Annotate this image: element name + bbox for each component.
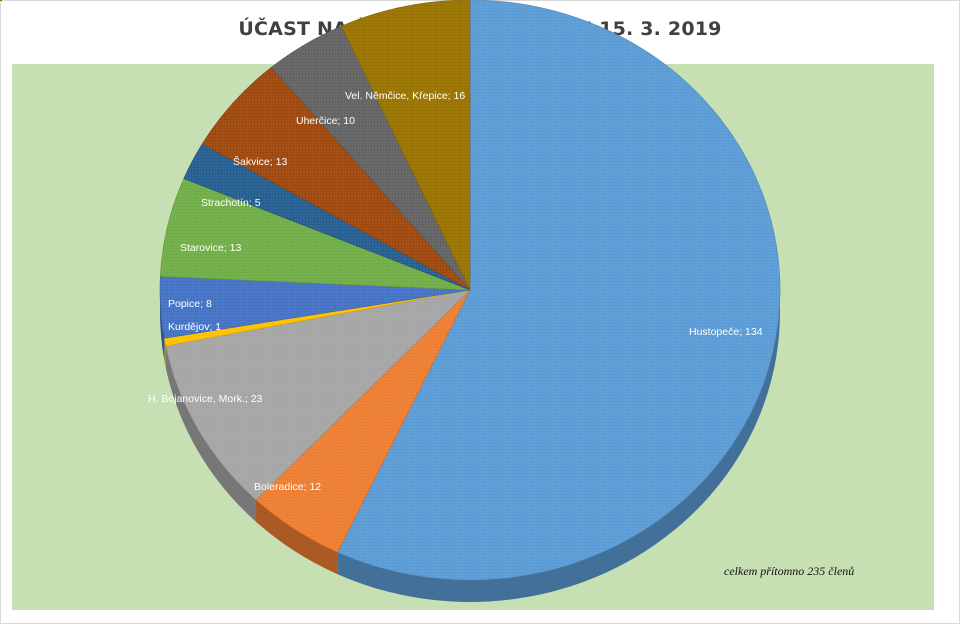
pie-slice-texture-9 xyxy=(341,0,470,290)
pie-side-1 xyxy=(255,499,338,575)
svg-text:Hustopeče; 134: Hustopeče; 134 xyxy=(689,326,763,338)
svg-text:Boleradice; 12: Boleradice; 12 xyxy=(254,481,321,493)
total-note: celkem přítomno 235 členů xyxy=(724,564,855,578)
svg-text:Vel. Němčice, Křepice; 16: Vel. Němčice, Křepice; 16 xyxy=(345,90,465,102)
svg-text:Strachotín; 5: Strachotín; 5 xyxy=(201,197,261,209)
svg-text:Šakvice; 13: Šakvice; 13 xyxy=(233,155,287,168)
svg-text:Popice; 8: Popice; 8 xyxy=(168,298,212,310)
pie-slices xyxy=(159,0,781,581)
data-label-9: Vel. Němčice, Křepice; 16 xyxy=(0,0,465,102)
pie-slice-texture-8 xyxy=(271,26,470,290)
pie-side-0 xyxy=(337,290,780,603)
pie-side-3 xyxy=(164,338,166,368)
pie-slice-texture-3 xyxy=(164,290,470,346)
pie-slice-texture-4 xyxy=(160,276,470,339)
svg-text:Uherčice; 10: Uherčice; 10 xyxy=(296,115,355,127)
pie-slice-texture-2 xyxy=(165,290,471,500)
pie-slice-texture-0 xyxy=(337,0,780,580)
svg-text:Kurdějov; 1: Kurdějov; 1 xyxy=(168,321,221,333)
svg-text:H. Bojanovice, Mork.; 23: H. Bojanovice, Mork.; 23 xyxy=(148,393,263,405)
data-labels: Hustopeče; 134 Boleradice; 12 H. Bojanovic… xyxy=(0,0,763,493)
pie-slice-texture-7 xyxy=(202,67,470,291)
pie-slice-texture-1 xyxy=(255,290,470,553)
pie-slice-texture-5 xyxy=(160,178,470,290)
svg-text:Starovice; 13: Starovice; 13 xyxy=(180,242,241,254)
pie-slice-texture-6 xyxy=(183,143,470,290)
